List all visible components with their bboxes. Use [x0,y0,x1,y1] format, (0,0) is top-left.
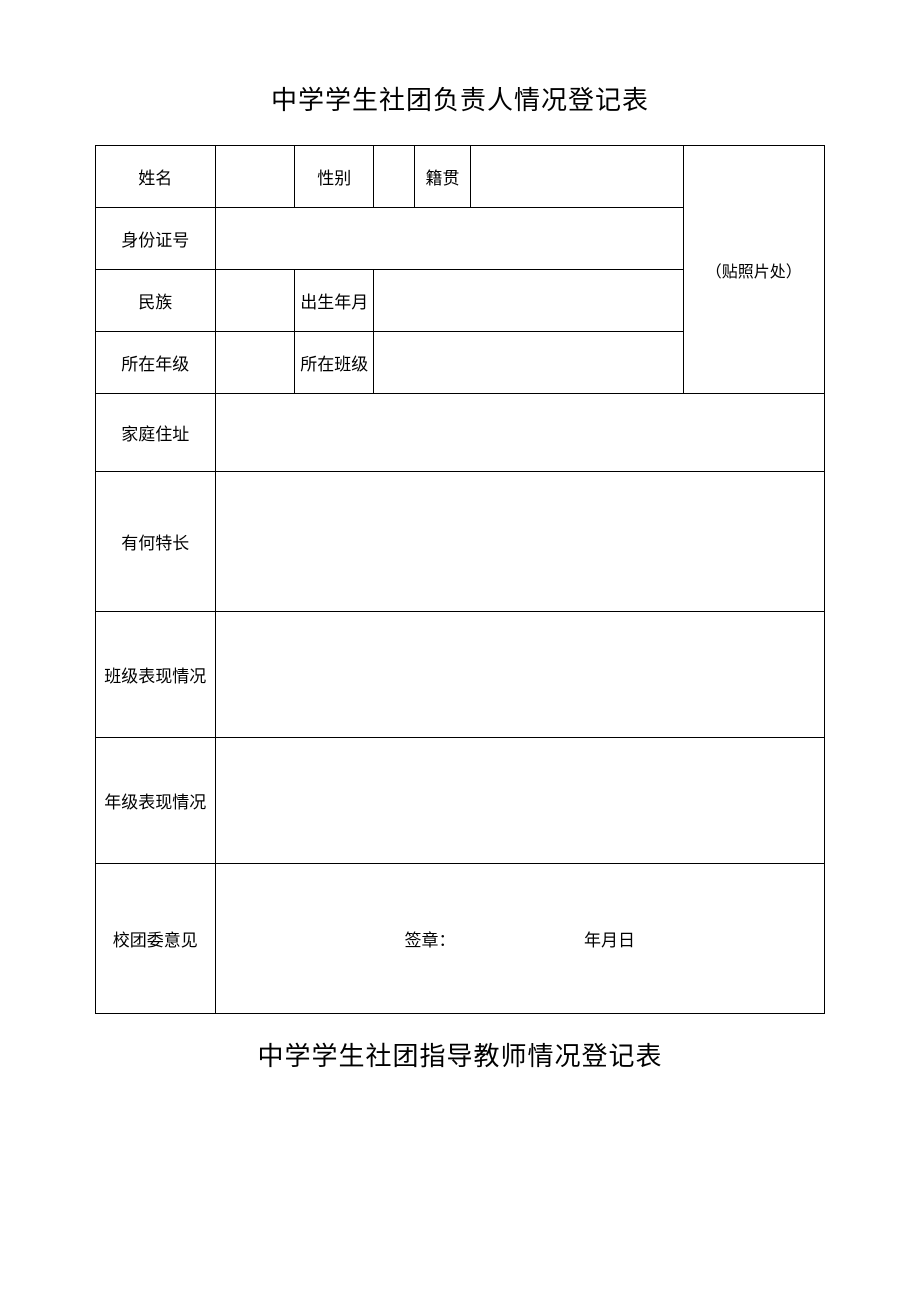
label-id-number: 身份证号 [96,208,216,270]
label-birth-date: 出生年月 [295,270,374,332]
value-name[interactable] [215,146,294,208]
row-grade-performance: 年级表现情况 [96,738,825,864]
page-title-1: 中学学生社团负责人情况登记表 [95,80,825,117]
value-grade[interactable] [215,332,294,394]
value-ethnicity[interactable] [215,270,294,332]
row-class-performance: 班级表现情况 [96,612,825,738]
row-name: 姓名 性别 籍贯 （贴照片处） [96,146,825,208]
row-specialty: 有何特长 [96,472,825,612]
value-id-number[interactable] [215,208,683,270]
row-address: 家庭住址 [96,394,825,472]
value-specialty[interactable] [215,472,824,612]
label-ethnicity: 民族 [96,270,216,332]
page-title-2: 中学学生社团指导教师情况登记表 [95,1036,825,1073]
value-committee-opinion[interactable]: 签章： 年月日 [215,864,824,1014]
label-specialty: 有何特长 [96,472,216,612]
photo-placeholder: （贴照片处） [683,146,824,394]
value-class[interactable] [374,332,683,394]
label-grade-performance: 年级表现情况 [96,738,216,864]
value-home-address[interactable] [215,394,824,472]
label-date: 年月日 [584,931,635,950]
label-home-address: 家庭住址 [96,394,216,472]
label-class: 所在班级 [295,332,374,394]
label-grade: 所在年级 [96,332,216,394]
label-signature: 签章： [405,931,456,950]
label-name: 姓名 [96,146,216,208]
value-birth-date[interactable] [374,270,683,332]
row-committee-opinion: 校团委意见 签章： 年月日 [96,864,825,1014]
value-grade-performance[interactable] [215,738,824,864]
value-class-performance[interactable] [215,612,824,738]
value-native-place[interactable] [471,146,683,208]
registration-table: 姓名 性别 籍贯 （贴照片处） 身份证号 民族 出生年月 所在年级 所在班级 家… [95,145,825,1014]
label-native-place: 籍贯 [414,146,471,208]
value-gender[interactable] [374,146,414,208]
label-gender: 性别 [295,146,374,208]
label-class-performance: 班级表现情况 [96,612,216,738]
label-committee-opinion: 校团委意见 [96,864,216,1014]
